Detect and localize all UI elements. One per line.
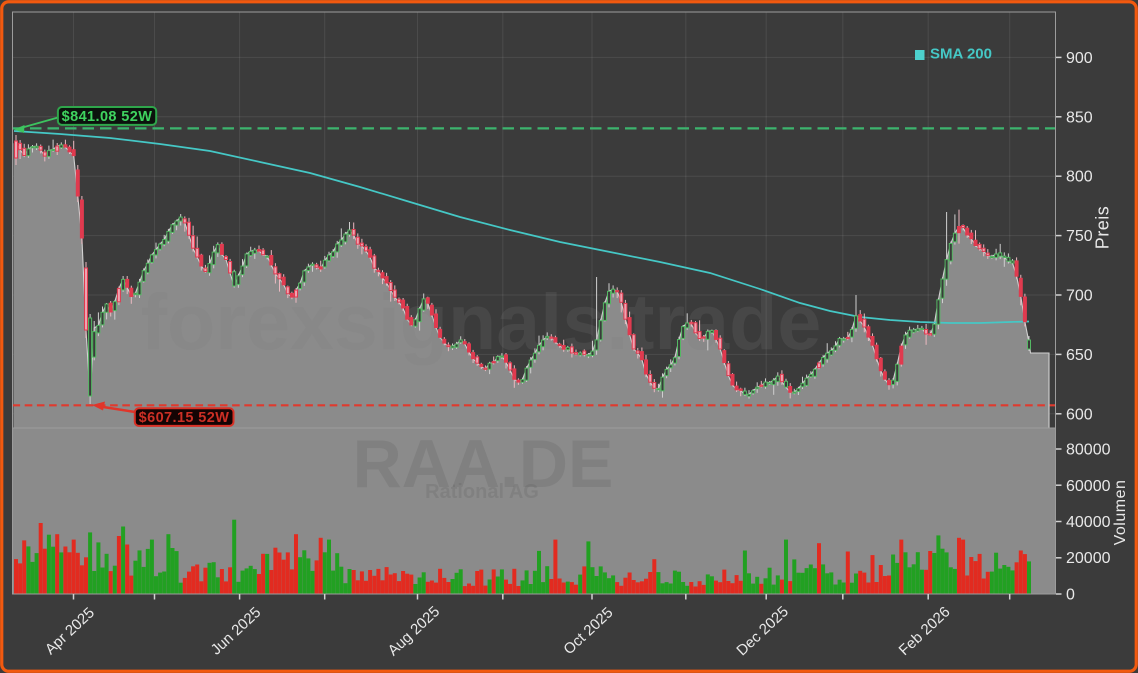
svg-text:80000: 80000 xyxy=(1066,442,1111,459)
svg-text:650: 650 xyxy=(1066,347,1093,364)
svg-text:Rational AG: Rational AG xyxy=(425,481,539,503)
svg-text:60000: 60000 xyxy=(1066,478,1111,495)
svg-text:40000: 40000 xyxy=(1066,514,1111,531)
svg-text:600: 600 xyxy=(1066,406,1093,423)
svg-text:Preis: Preis xyxy=(1093,206,1113,250)
svg-text:20000: 20000 xyxy=(1066,550,1111,567)
svg-text:Volumen: Volumen xyxy=(1112,480,1129,546)
svg-text:SMA 200: SMA 200 xyxy=(930,46,992,63)
svg-text:900: 900 xyxy=(1066,50,1093,67)
svg-text:$607.15 52W: $607.15 52W xyxy=(139,410,230,426)
svg-text:forexsignals.trade: forexsignals.trade xyxy=(141,277,822,366)
svg-text:850: 850 xyxy=(1066,109,1093,126)
svg-text:750: 750 xyxy=(1066,228,1093,245)
svg-text:$841.08 52W: $841.08 52W xyxy=(62,109,153,125)
svg-text:700: 700 xyxy=(1066,288,1093,305)
svg-text:RAA.DE: RAA.DE xyxy=(353,426,614,502)
svg-text:800: 800 xyxy=(1066,169,1093,186)
svg-text:0: 0 xyxy=(1066,587,1075,604)
